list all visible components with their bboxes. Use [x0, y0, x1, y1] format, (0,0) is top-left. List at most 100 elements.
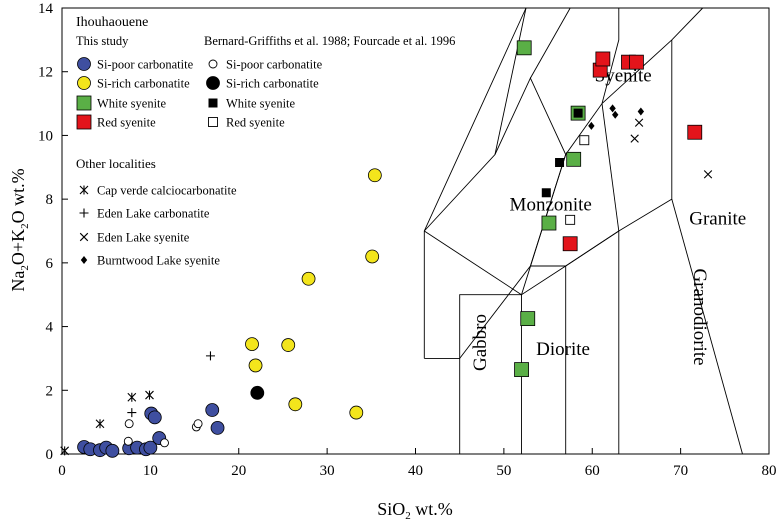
series-9-eden-lake-carbonatite	[127, 351, 215, 418]
y-tick-label-14: 14	[38, 1, 54, 17]
point-burntwood-lake-syenite-2	[612, 110, 619, 119]
legend-label-6: White syenite	[226, 97, 296, 111]
field-label-diorite: Diorite	[536, 339, 590, 360]
series-10-eden-lake-syenite	[630, 118, 713, 179]
field-label-gabbro: Gabbro	[470, 314, 491, 371]
legend-label-11: Burntwood Lake syenite	[97, 254, 220, 268]
point-eden-lake-syenite-2	[703, 170, 713, 179]
y-axis-label: Na2O+K2O wt.%	[8, 168, 31, 291]
point-red-syenite-2	[595, 51, 611, 67]
tas-boundary-9	[494, 77, 567, 155]
legend-label-7: Red syenite	[226, 116, 285, 130]
series-3-red-syenite	[562, 51, 703, 252]
point-red-syenite-0	[562, 236, 578, 252]
legend-label-1: Si-rich carbonatite	[97, 77, 190, 91]
tas-boundary-14	[601, 103, 620, 232]
series-8-cap-verde-calciocarbonatite	[60, 390, 154, 456]
point-burntwood-lake-syenite-3	[637, 107, 645, 116]
legend-group-other: Other localities	[76, 156, 156, 171]
y-tick-label-0: 0	[46, 447, 54, 463]
point-white-syenite-1	[514, 362, 529, 377]
legend-marker-7	[208, 117, 218, 127]
series-11-burntwood-lake-syenite	[588, 104, 645, 130]
point-si-poor-carbonatite-4	[105, 443, 120, 458]
point-red-syenite-1	[579, 135, 590, 146]
legend-marker-5	[206, 76, 220, 90]
point-cap-verde-calciocarbonatite-0	[60, 446, 70, 456]
field-label-granodiorite: Granodiorite	[689, 268, 710, 365]
x-tick-label-20: 20	[231, 463, 246, 479]
x-tick-label-60: 60	[585, 463, 600, 479]
tas-field-boundaries	[423, 7, 743, 455]
field-label-granite: Granite	[689, 209, 746, 230]
x-tick-label-10: 10	[143, 463, 158, 479]
tas-boundary-16	[671, 7, 704, 41]
y-axis-label-sub2: 2	[19, 223, 31, 229]
legend-label-3: Red syenite	[97, 116, 156, 130]
point-si-poor-carbonatite-1	[124, 419, 134, 429]
point-cap-verde-calciocarbonatite-3	[145, 390, 154, 400]
point-si-rich-carbonatite-6	[365, 249, 380, 264]
y-axis-ticks: 0 2 4 6 8 10 12 14	[38, 1, 68, 463]
point-si-rich-carbonatite-0	[250, 385, 265, 400]
tas-boundary-7	[424, 230, 522, 296]
legend-marker-2	[76, 95, 92, 111]
series-4-si-poor-carbonatite	[123, 419, 203, 448]
point-si-poor-carbonatite-2	[160, 438, 169, 448]
y-tick-label-2: 2	[46, 383, 54, 399]
legend-label-10: Eden Lake syenite	[97, 231, 190, 245]
legend-marker-4	[208, 59, 218, 69]
x-tick-label-50: 50	[496, 463, 511, 479]
point-white-syenite-1	[555, 158, 565, 168]
x-axis-label-main: SiO	[377, 499, 405, 519]
legend-title: Ihouhaouene	[76, 15, 148, 30]
tas-boundary-10	[530, 7, 571, 79]
point-si-poor-carbonatite-0	[123, 436, 133, 446]
point-si-poor-carbonatite-13	[210, 420, 225, 435]
point-eden-lake-carbonatite-0	[127, 408, 137, 418]
legend-label-4: Si-poor carbonatite	[226, 58, 323, 72]
x-axis-label: SiO2 wt.%	[377, 499, 453, 522]
point-si-poor-carbonatite-12	[205, 403, 220, 417]
point-si-rich-carbonatite-7	[367, 168, 382, 183]
legend-marker-8	[79, 185, 89, 195]
legend-marker-1	[77, 76, 91, 90]
legend-label-0: Si-poor carbonatite	[97, 58, 194, 72]
x-tick-label-40: 40	[408, 463, 423, 479]
point-cap-verde-calciocarbonatite-1	[95, 419, 105, 429]
legend-label-2: White syenite	[97, 97, 167, 111]
point-burntwood-lake-syenite-1	[609, 104, 616, 113]
y-axis-label-part1: Na	[8, 271, 28, 292]
tas-field-labels: Syenite Monzonite Granite Gabbro Diorite Gran…	[470, 65, 746, 371]
point-si-rich-carbonatite-1	[248, 358, 263, 373]
legend-marker-6	[208, 98, 218, 108]
tas-boundary-13	[565, 230, 620, 267]
point-eden-lake-carbonatite-1	[205, 351, 215, 361]
legend-marker-3	[76, 114, 92, 130]
point-si-rich-carbonatite-2	[281, 338, 296, 352]
point-cap-verde-calciocarbonatite-2	[127, 392, 137, 402]
point-si-poor-carbonatite-8	[143, 440, 158, 455]
point-si-rich-carbonatite-5	[349, 405, 364, 420]
series-6-white-syenite	[541, 108, 583, 198]
x-tick-label-70: 70	[673, 463, 688, 479]
legend-label-9: Eden Lake carbonatite	[97, 207, 210, 221]
field-label-monzonite: Monzonite	[510, 194, 592, 215]
point-si-poor-carbonatite-4	[193, 419, 203, 429]
legend: Ihouhaouene This study Bernard-Griffiths…	[76, 15, 455, 268]
y-tick-label-10: 10	[38, 128, 53, 144]
x-tick-label-30: 30	[320, 463, 335, 479]
y-tick-label-6: 6	[46, 256, 54, 272]
legend-items: Si-poor carbonatite Si-rich carbonatite Wh…	[76, 57, 323, 268]
point-si-poor-carbonatite-10	[147, 410, 162, 425]
point-si-rich-carbonatite-3	[288, 397, 303, 412]
point-eden-lake-syenite-0	[630, 134, 639, 143]
y-tick-label-8: 8	[46, 192, 54, 208]
point-eden-lake-syenite-1	[634, 118, 644, 127]
x-axis-ticks: 0 10 20 30 40 50 60 70 80	[58, 448, 777, 479]
point-burntwood-lake-syenite-0	[588, 121, 595, 130]
point-si-rich-carbonatite-4	[301, 271, 316, 286]
series-5-si-rich-carbonatite	[250, 385, 265, 400]
point-white-syenite-0	[541, 188, 551, 198]
